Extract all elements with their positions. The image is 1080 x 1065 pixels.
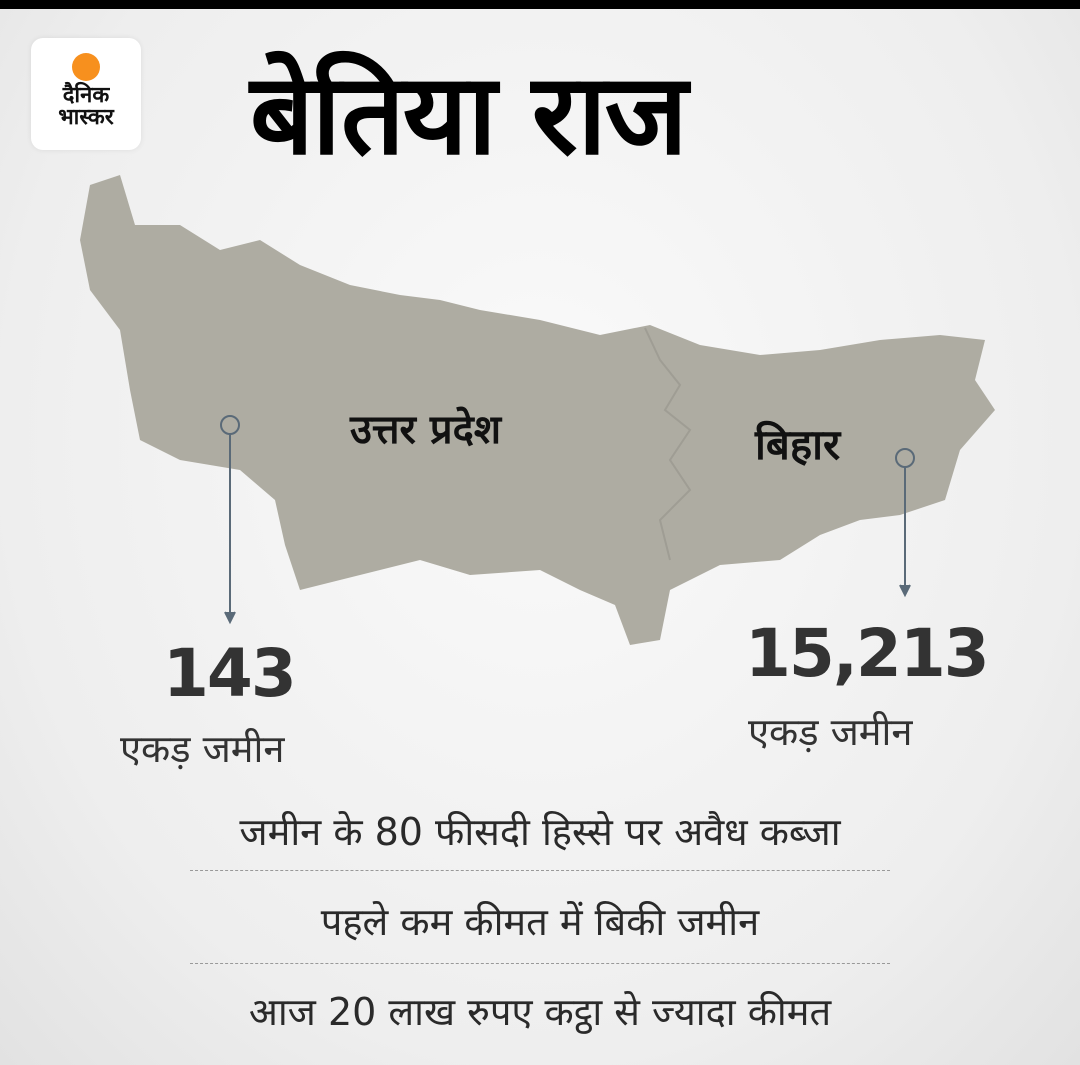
logo-line1: दैनिक	[62, 83, 110, 108]
bihar-pointer	[895, 448, 915, 598]
top-bar	[0, 0, 1080, 9]
region-label-bihar: बिहार	[755, 420, 841, 469]
fact-1: जमीन के 80 फीसदी हिस्से पर अवैध कब्जा	[239, 810, 841, 854]
fact-2: पहले कम कीमत में बिकी जमीन	[320, 900, 760, 944]
region-label-up: उत्तर प्रदेश	[350, 407, 502, 453]
divider	[190, 963, 890, 964]
map-shape-up-bihar	[80, 175, 995, 645]
state-border	[644, 327, 692, 561]
logo-line2: भास्कर	[58, 105, 114, 130]
up-pointer	[220, 415, 240, 625]
sun-icon	[72, 53, 100, 81]
divider	[190, 870, 890, 871]
up-value: 143	[163, 635, 297, 712]
bihar-value: 15,213	[745, 615, 990, 692]
bihar-unit: एकड़ जमीन	[748, 710, 913, 754]
dainik-bhaskar-logo: दैनिक भास्कर	[31, 38, 141, 150]
fact-3: आज 20 लाख रुपए कट्ठा से ज्यादा कीमत	[248, 990, 832, 1034]
page-title: बेतिया राज	[250, 50, 688, 180]
up-unit: एकड़ जमीन	[120, 727, 285, 771]
